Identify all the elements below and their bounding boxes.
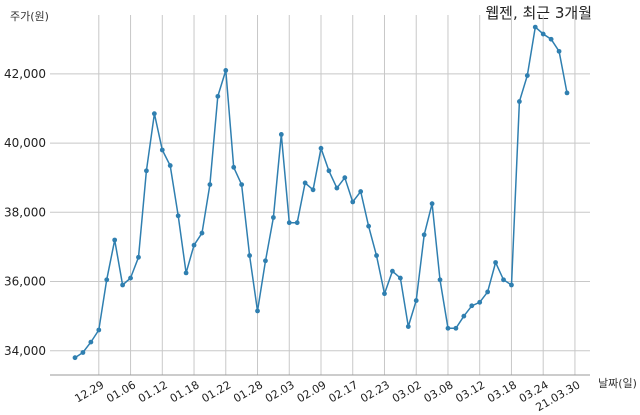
data-point <box>532 24 538 30</box>
data-point <box>183 270 189 276</box>
x-tick-label: 01.22 <box>199 378 233 405</box>
data-point <box>151 111 157 117</box>
data-point <box>120 282 126 288</box>
data-point <box>199 230 205 236</box>
x-tick-label: 01.18 <box>168 378 202 405</box>
data-point <box>477 299 483 305</box>
data-point <box>453 325 459 331</box>
x-tick-label: 03.18 <box>485 378 519 405</box>
data-point <box>342 175 348 181</box>
data-point <box>80 350 86 355</box>
y-tick-labels: 34,000 36,000 38,000 40,000 42,000 <box>4 67 46 358</box>
data-point <box>104 277 110 283</box>
chart-title: 웹젠, 최근 3개월 <box>485 4 592 22</box>
data-point <box>112 237 118 243</box>
data-point <box>72 355 78 361</box>
data-point <box>270 215 276 220</box>
x-tick-label: 03.02 <box>390 378 424 405</box>
data-point <box>540 31 546 37</box>
data-point <box>445 325 451 331</box>
data-point <box>509 282 514 288</box>
vertical-gridlines <box>98 15 576 375</box>
data-point <box>128 275 133 281</box>
data-point <box>469 303 475 309</box>
x-tick-label: 02.17 <box>326 378 360 405</box>
x-tick-label: 01.28 <box>231 378 265 405</box>
y-tick-label: 40,000 <box>4 136 46 150</box>
data-point <box>239 182 245 188</box>
data-point <box>421 232 427 238</box>
data-point <box>556 48 562 54</box>
y-tick-label: 34,000 <box>4 344 46 358</box>
y-axis-label: 주가(원) <box>10 10 49 23</box>
data-point <box>564 90 570 96</box>
data-point <box>223 67 229 73</box>
data-point <box>390 268 395 274</box>
data-point <box>294 220 300 226</box>
data-point <box>167 163 173 168</box>
data-point <box>501 277 506 283</box>
data-point <box>382 291 387 297</box>
data-point <box>215 93 221 99</box>
data-point <box>159 147 165 153</box>
data-point <box>405 324 411 329</box>
x-tick-label: 12.29 <box>73 378 107 405</box>
y-tick-label: 36,000 <box>4 275 46 289</box>
x-tick-label: 02.03 <box>263 378 297 405</box>
data-point <box>350 199 356 205</box>
x-axis-label: 날짜(일) <box>598 376 637 390</box>
price-series-points <box>72 24 570 361</box>
data-point <box>374 253 379 258</box>
data-point <box>88 339 94 345</box>
data-point <box>413 298 419 303</box>
horizontal-gridlines <box>50 73 590 352</box>
data-point <box>493 260 498 265</box>
x-tick-label: 02.23 <box>358 378 392 405</box>
data-point <box>437 277 443 283</box>
data-point <box>175 213 181 219</box>
data-point <box>461 313 467 319</box>
data-point <box>429 201 435 207</box>
data-point <box>326 168 332 174</box>
data-point <box>136 254 141 260</box>
data-point <box>302 180 308 186</box>
data-point <box>310 187 316 193</box>
data-point <box>286 220 292 226</box>
x-tick-label: 02.09 <box>295 378 329 405</box>
data-point <box>247 253 252 258</box>
data-point <box>516 99 522 104</box>
data-point <box>144 168 149 174</box>
data-point <box>485 289 491 295</box>
x-tick-label: 03.12 <box>453 378 487 405</box>
data-point <box>207 182 213 188</box>
x-tick-label: 01.06 <box>104 378 138 405</box>
data-point <box>255 308 260 314</box>
data-point <box>334 185 340 191</box>
data-point <box>548 36 554 42</box>
x-tick-label: 03.08 <box>422 378 456 405</box>
data-point <box>263 258 268 264</box>
x-tick-labels: 12.2901.0601.1201.1801.2201.2802.0302.09… <box>73 378 583 414</box>
data-point <box>278 132 284 137</box>
data-point <box>231 164 237 170</box>
data-point <box>397 275 403 281</box>
data-point <box>96 327 102 333</box>
data-point <box>524 73 530 78</box>
data-point <box>318 145 324 151</box>
y-tick-label: 38,000 <box>4 205 46 219</box>
x-tick-label: 01.12 <box>136 378 170 405</box>
data-point <box>191 242 197 248</box>
data-point <box>358 189 364 194</box>
y-tick-label: 42,000 <box>4 67 46 81</box>
data-point <box>366 223 372 229</box>
